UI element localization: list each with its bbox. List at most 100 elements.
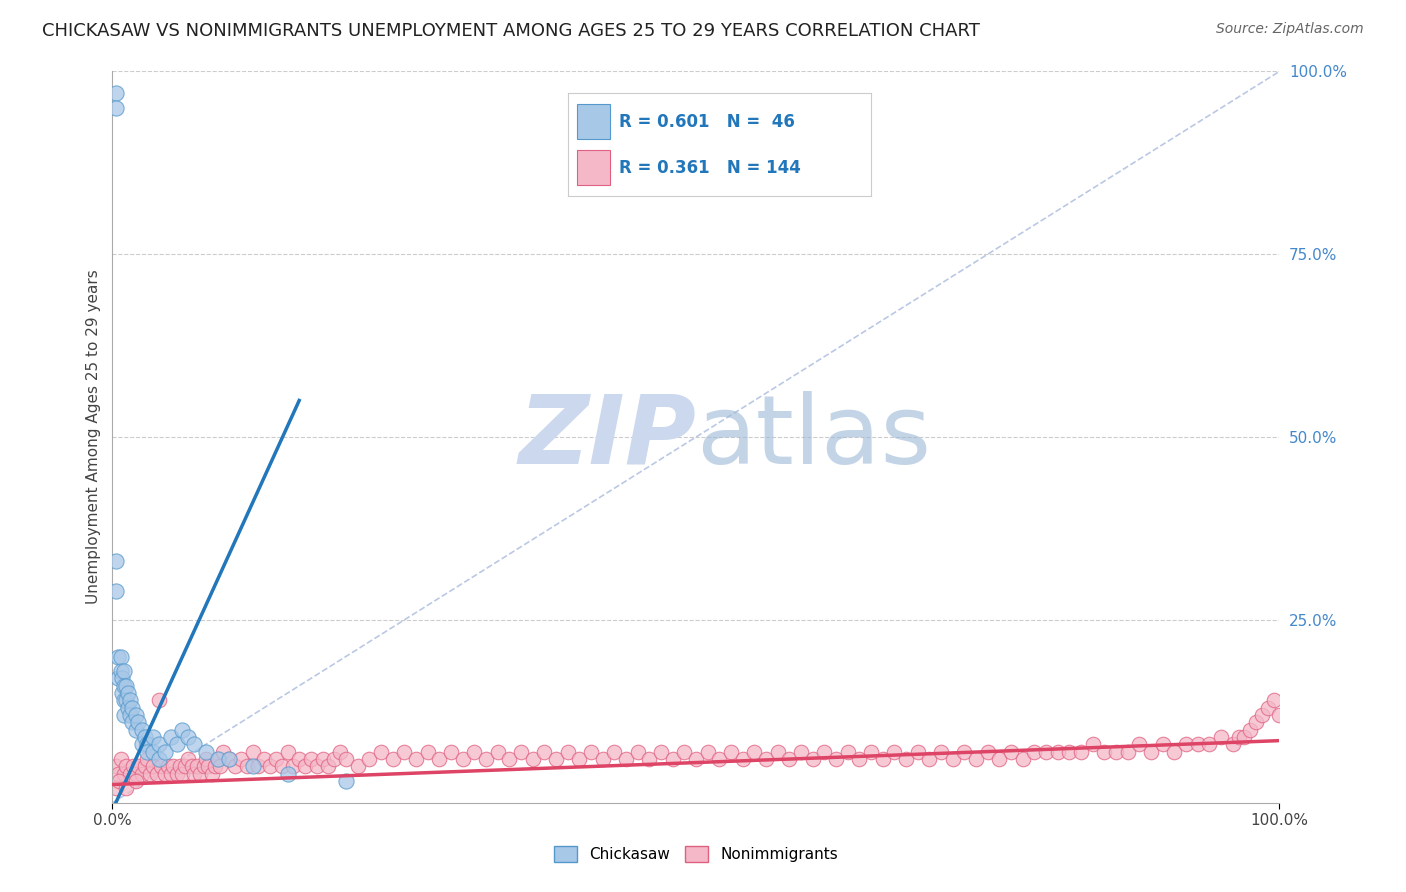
Point	[988, 752, 1011, 766]
Y-axis label: Unemployment Among Ages 25 to 29 years: Unemployment Among Ages 25 to 29 years	[86, 269, 101, 605]
Point	[661, 752, 683, 766]
Point	[918, 752, 941, 766]
Point	[118, 766, 141, 780]
Point	[1094, 745, 1116, 759]
Point	[1000, 745, 1022, 759]
Point	[451, 752, 474, 766]
Point	[177, 752, 200, 766]
Point	[731, 752, 754, 766]
Point	[276, 745, 298, 759]
Point	[150, 759, 173, 773]
Point	[1059, 745, 1081, 759]
Point	[253, 752, 276, 766]
Point	[1244, 715, 1267, 730]
Point	[381, 752, 404, 766]
Point	[118, 708, 141, 723]
Point	[837, 745, 859, 759]
Point	[778, 752, 800, 766]
Point	[162, 759, 184, 773]
Point	[416, 745, 439, 759]
Point	[146, 766, 169, 780]
Point	[650, 745, 672, 759]
Point	[193, 759, 215, 773]
Point	[627, 745, 650, 759]
Point	[755, 752, 778, 766]
Point	[848, 752, 870, 766]
Point	[173, 759, 195, 773]
Point	[872, 752, 894, 766]
Point	[766, 745, 789, 759]
Point	[370, 745, 392, 759]
Legend: Chickasaw, Nonimmigrants: Chickasaw, Nonimmigrants	[548, 840, 844, 868]
Point	[860, 745, 883, 759]
Point	[160, 730, 183, 744]
Point	[965, 752, 987, 766]
Point	[142, 745, 165, 759]
Point	[110, 664, 132, 678]
Point	[1251, 708, 1274, 723]
Point	[323, 752, 346, 766]
Point	[638, 752, 661, 766]
Point	[112, 766, 135, 780]
Point	[427, 752, 450, 766]
Point	[224, 759, 246, 773]
Point	[685, 752, 707, 766]
Point	[104, 87, 127, 101]
Point	[976, 745, 998, 759]
Point	[142, 730, 165, 744]
Point	[305, 759, 328, 773]
Point	[259, 759, 281, 773]
Point	[579, 745, 602, 759]
Point	[1257, 700, 1279, 714]
Point	[235, 759, 257, 773]
Point	[125, 773, 148, 788]
Point	[110, 752, 132, 766]
Point	[107, 672, 129, 686]
Point	[115, 693, 138, 707]
Point	[112, 679, 135, 693]
Point	[115, 781, 138, 796]
Point	[166, 737, 188, 751]
Point	[218, 752, 240, 766]
Point	[1233, 730, 1256, 744]
Point	[568, 752, 591, 766]
Point	[335, 752, 357, 766]
Point	[394, 745, 416, 759]
Point	[201, 766, 224, 780]
Point	[107, 766, 129, 780]
Point	[1163, 745, 1185, 759]
Point	[112, 664, 135, 678]
Point	[907, 745, 929, 759]
Point	[1227, 730, 1250, 744]
Point	[603, 745, 626, 759]
Point	[131, 737, 153, 751]
Point	[125, 708, 148, 723]
Point	[1263, 693, 1285, 707]
Point	[942, 752, 965, 766]
Point	[1222, 737, 1244, 751]
Point	[148, 737, 170, 751]
Point	[614, 752, 637, 766]
Point	[557, 745, 579, 759]
Point	[825, 752, 848, 766]
Point	[104, 781, 127, 796]
Point	[229, 752, 252, 766]
Point	[790, 745, 813, 759]
Point	[139, 766, 162, 780]
Point	[1239, 723, 1261, 737]
Point	[1105, 745, 1128, 759]
Point	[294, 759, 316, 773]
Point	[183, 766, 205, 780]
Point	[592, 752, 614, 766]
Point	[121, 700, 143, 714]
Point	[134, 759, 156, 773]
Point	[127, 759, 149, 773]
Point	[104, 583, 127, 598]
Point	[177, 730, 200, 744]
Point	[142, 759, 165, 773]
Point	[136, 752, 159, 766]
Point	[318, 759, 340, 773]
Point	[486, 745, 509, 759]
Point	[104, 759, 127, 773]
Point	[1024, 745, 1046, 759]
